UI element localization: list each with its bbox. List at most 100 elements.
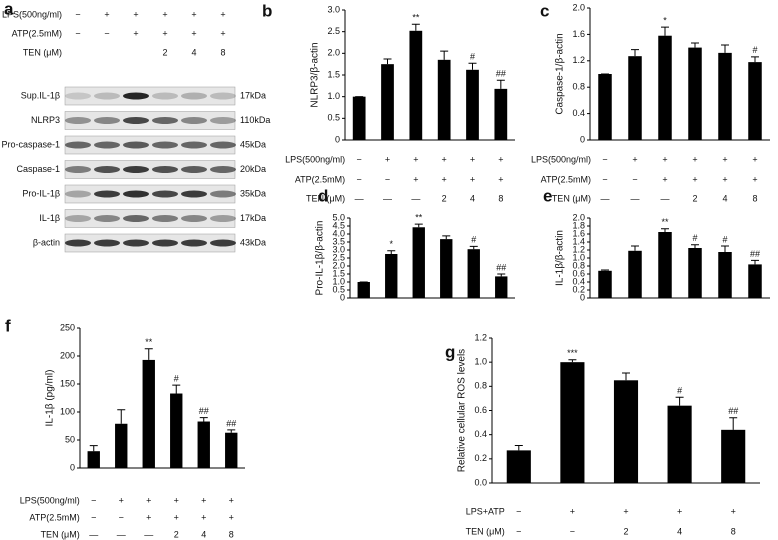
row-entry: +: [104, 9, 109, 19]
significance: #: [174, 373, 179, 383]
bar: [357, 282, 370, 298]
y-tick-label: 1.2: [474, 332, 487, 342]
row-label: ATP(2.5mM): [12, 28, 62, 38]
row-entry: +: [722, 154, 727, 164]
row-label: LPS+ATP: [466, 506, 505, 516]
row-entry: +: [413, 154, 418, 164]
row-entry: 8: [498, 193, 503, 203]
row-entry: —: [383, 193, 392, 203]
significance: ##: [226, 418, 236, 428]
y-tick-label: 0.4: [572, 108, 585, 118]
blot-band: [65, 239, 91, 247]
row-entry: 4: [191, 47, 196, 57]
row-entry: +: [692, 174, 697, 184]
row-entry: +: [385, 154, 390, 164]
row-entry: −: [357, 154, 362, 164]
band-size: 110kDa: [240, 115, 270, 125]
row-entry: +: [133, 28, 138, 38]
error-bar: [497, 273, 506, 277]
bar: [613, 380, 639, 483]
bar: [688, 47, 702, 140]
error-bar: [144, 348, 153, 360]
blot-band: [94, 239, 120, 247]
error-bar: [172, 384, 181, 394]
significance: ##: [496, 262, 506, 272]
bar: [197, 421, 210, 468]
bar: [688, 248, 702, 298]
row-entry: 8: [752, 193, 757, 203]
blot-band: [65, 141, 91, 149]
y-tick-label: 150: [60, 378, 75, 388]
row-entry: +: [498, 174, 503, 184]
row-entry: −: [91, 495, 96, 505]
significance: ##: [496, 69, 506, 79]
row-entry: +: [229, 495, 234, 505]
row-label: LPS(500ng/ml): [2, 9, 62, 19]
blot-band: [65, 190, 91, 198]
y-tick-label: 1.8: [572, 220, 585, 230]
row-label: TEN (μM): [306, 193, 345, 203]
bar: [494, 88, 508, 140]
y-tick-label: 0.4: [474, 429, 487, 439]
bar: [748, 62, 762, 141]
blot-band: [65, 166, 91, 173]
significance: #: [471, 235, 476, 245]
row-entry: −: [104, 28, 109, 38]
significance: *: [663, 16, 667, 26]
y-tick-label: 4.5: [332, 220, 345, 230]
error-bar: [199, 417, 208, 422]
error-bar: [622, 372, 630, 381]
bar: [437, 59, 451, 141]
y-tick-label: 1.0: [327, 91, 340, 101]
row-label: ATP(2.5mM): [541, 174, 591, 184]
y-tick-label: 0.8: [474, 381, 487, 391]
y-axis-title: IL-1β (pg/ml): [45, 370, 56, 427]
y-axis-title: Caspase-1/β-actin: [555, 33, 566, 114]
band-size: 43kDa: [240, 237, 266, 247]
y-tick-label: 1.2: [572, 55, 585, 65]
row-entry: +: [229, 512, 234, 522]
y-tick-label: 1.5: [332, 268, 345, 278]
row-entry: +: [722, 174, 727, 184]
y-tick-label: 1.0: [474, 357, 487, 367]
significance: ##: [750, 249, 760, 259]
band-size: 20kDa: [240, 164, 266, 174]
row-entry: 4: [677, 526, 682, 536]
panel-letter: b: [262, 1, 272, 20]
y-axis-title: Relative cellular ROS levels: [457, 349, 468, 472]
row-entry: −: [75, 28, 80, 38]
band-label: Pro-IL-1β: [22, 188, 60, 198]
row-entry: 2: [162, 47, 167, 57]
bar: [385, 254, 398, 298]
bar: [170, 393, 183, 468]
row-entry: +: [752, 174, 757, 184]
blot-band: [181, 117, 207, 124]
row-entry: +: [692, 154, 697, 164]
row-entry: +: [191, 9, 196, 19]
blot-band: [181, 141, 207, 149]
blot-band: [65, 215, 91, 222]
row-entry: —: [89, 529, 98, 539]
error-bar: [691, 244, 699, 248]
row-entry: 4: [722, 193, 727, 203]
row-entry: 2: [692, 193, 697, 203]
y-tick-label: 0: [580, 292, 585, 302]
panel-letter: g: [445, 342, 455, 361]
y-tick-label: 200: [60, 350, 75, 360]
row-entry: +: [623, 506, 628, 516]
bar: [560, 362, 585, 483]
bar: [598, 270, 612, 298]
blot-band: [181, 92, 207, 100]
y-tick-label: 0.0: [474, 477, 487, 487]
blot-band: [94, 141, 120, 149]
blot-band: [123, 141, 149, 149]
row-entry: −: [602, 174, 607, 184]
blot-band: [123, 215, 149, 222]
blot-band: [181, 190, 207, 198]
error-bar: [383, 58, 392, 65]
y-tick-label: 1.6: [572, 228, 585, 238]
y-tick-label: 0: [335, 134, 340, 144]
y-tick-label: 1.2: [572, 244, 585, 254]
row-entry: +: [731, 506, 736, 516]
blot-band: [123, 239, 149, 247]
